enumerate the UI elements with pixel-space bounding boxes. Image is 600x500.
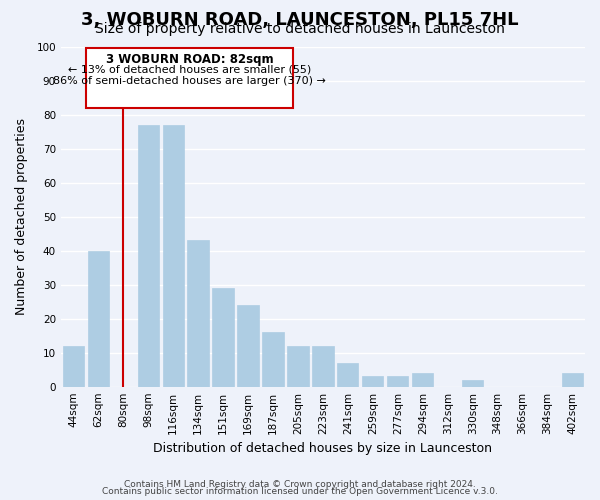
Text: ← 13% of detached houses are smaller (55): ← 13% of detached houses are smaller (55… (68, 64, 311, 74)
Bar (412, 373, 433, 386)
Bar (387, 376, 409, 386)
Bar (362, 376, 383, 386)
Bar (337, 363, 358, 386)
Text: 3 WOBURN ROAD: 82sqm: 3 WOBURN ROAD: 82sqm (106, 52, 273, 66)
Bar (212, 288, 233, 386)
Text: Contains public sector information licensed under the Open Government Licence v.: Contains public sector information licen… (102, 488, 498, 496)
Text: Contains HM Land Registry data © Crown copyright and database right 2024.: Contains HM Land Registry data © Crown c… (124, 480, 476, 489)
Bar (88, 250, 109, 386)
Text: 3, WOBURN ROAD, LAUNCESTON, PL15 7HL: 3, WOBURN ROAD, LAUNCESTON, PL15 7HL (81, 11, 519, 29)
Bar (163, 124, 184, 386)
Bar (187, 240, 209, 386)
Bar (262, 332, 284, 386)
Y-axis label: Number of detached properties: Number of detached properties (15, 118, 28, 315)
Bar (62, 346, 84, 387)
Bar (287, 346, 308, 387)
Bar (137, 124, 159, 386)
Bar (313, 346, 334, 387)
Bar (238, 305, 259, 386)
Bar (562, 373, 583, 386)
Text: 86% of semi-detached houses are larger (370) →: 86% of semi-detached houses are larger (… (53, 76, 326, 86)
Text: Size of property relative to detached houses in Launceston: Size of property relative to detached ho… (95, 22, 505, 36)
FancyBboxPatch shape (86, 48, 293, 108)
X-axis label: Distribution of detached houses by size in Launceston: Distribution of detached houses by size … (154, 442, 493, 455)
Bar (462, 380, 483, 386)
